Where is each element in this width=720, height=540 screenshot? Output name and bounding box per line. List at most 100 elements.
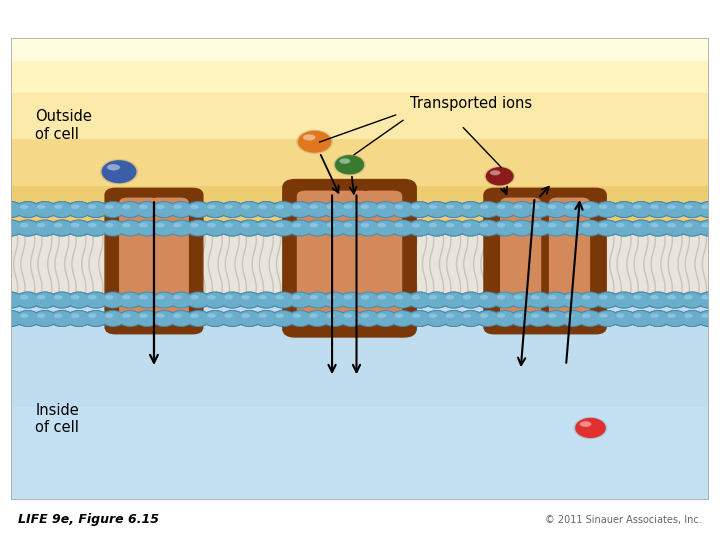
- Ellipse shape: [480, 223, 488, 227]
- Ellipse shape: [377, 295, 386, 300]
- Ellipse shape: [613, 293, 635, 307]
- Ellipse shape: [391, 311, 414, 326]
- Ellipse shape: [698, 311, 720, 326]
- Ellipse shape: [475, 292, 500, 308]
- Ellipse shape: [323, 202, 346, 217]
- Ellipse shape: [599, 223, 608, 227]
- Ellipse shape: [630, 293, 652, 307]
- Ellipse shape: [310, 295, 318, 300]
- Ellipse shape: [3, 313, 12, 318]
- Ellipse shape: [153, 293, 176, 307]
- Ellipse shape: [492, 310, 518, 327]
- Ellipse shape: [595, 311, 618, 326]
- Ellipse shape: [477, 220, 499, 235]
- FancyBboxPatch shape: [119, 198, 158, 324]
- Ellipse shape: [50, 311, 73, 326]
- Ellipse shape: [458, 292, 484, 308]
- Ellipse shape: [377, 223, 386, 227]
- Ellipse shape: [151, 310, 177, 327]
- Ellipse shape: [391, 293, 414, 307]
- Ellipse shape: [458, 220, 484, 237]
- Ellipse shape: [565, 295, 574, 300]
- Ellipse shape: [633, 295, 642, 300]
- Ellipse shape: [306, 311, 329, 326]
- Ellipse shape: [407, 220, 433, 237]
- Ellipse shape: [645, 292, 671, 308]
- Ellipse shape: [664, 311, 686, 326]
- Ellipse shape: [493, 202, 516, 217]
- Ellipse shape: [292, 313, 301, 318]
- Ellipse shape: [356, 292, 382, 308]
- Ellipse shape: [50, 311, 73, 326]
- Ellipse shape: [428, 295, 437, 300]
- Ellipse shape: [187, 220, 210, 235]
- Ellipse shape: [117, 201, 143, 218]
- Ellipse shape: [271, 310, 296, 327]
- Ellipse shape: [170, 220, 192, 235]
- Ellipse shape: [477, 202, 499, 217]
- Ellipse shape: [613, 220, 635, 235]
- Ellipse shape: [408, 220, 431, 235]
- Ellipse shape: [32, 292, 58, 308]
- Ellipse shape: [684, 295, 693, 300]
- FancyBboxPatch shape: [484, 188, 606, 334]
- Ellipse shape: [492, 310, 518, 327]
- Ellipse shape: [236, 201, 262, 218]
- Ellipse shape: [684, 313, 693, 318]
- Ellipse shape: [528, 202, 550, 217]
- Ellipse shape: [190, 295, 199, 300]
- Ellipse shape: [85, 220, 107, 235]
- Ellipse shape: [303, 134, 315, 140]
- Ellipse shape: [647, 293, 670, 307]
- Ellipse shape: [373, 292, 398, 308]
- Ellipse shape: [306, 311, 329, 326]
- Ellipse shape: [100, 220, 126, 237]
- Ellipse shape: [85, 202, 107, 217]
- Ellipse shape: [616, 295, 625, 300]
- Ellipse shape: [579, 220, 601, 235]
- Ellipse shape: [236, 220, 262, 237]
- Ellipse shape: [514, 223, 523, 227]
- Ellipse shape: [497, 295, 505, 300]
- Ellipse shape: [701, 295, 710, 300]
- Ellipse shape: [531, 313, 539, 318]
- Ellipse shape: [645, 220, 671, 237]
- Ellipse shape: [156, 223, 165, 227]
- Ellipse shape: [477, 293, 499, 307]
- Bar: [11, 38, 709, 232]
- Ellipse shape: [168, 310, 194, 327]
- Ellipse shape: [310, 223, 318, 227]
- Ellipse shape: [305, 201, 330, 218]
- Ellipse shape: [562, 293, 584, 307]
- Ellipse shape: [684, 223, 693, 227]
- Ellipse shape: [83, 292, 109, 308]
- Ellipse shape: [117, 220, 143, 237]
- Ellipse shape: [548, 313, 557, 318]
- Ellipse shape: [616, 205, 625, 209]
- Ellipse shape: [377, 313, 386, 318]
- Ellipse shape: [306, 202, 329, 217]
- Ellipse shape: [258, 223, 267, 227]
- Ellipse shape: [66, 201, 91, 218]
- Ellipse shape: [629, 292, 654, 308]
- Ellipse shape: [287, 220, 313, 237]
- Ellipse shape: [238, 311, 261, 326]
- Ellipse shape: [412, 205, 420, 209]
- Ellipse shape: [361, 313, 369, 318]
- Ellipse shape: [326, 205, 335, 209]
- Ellipse shape: [531, 295, 539, 300]
- Ellipse shape: [458, 201, 484, 218]
- Ellipse shape: [664, 293, 686, 307]
- Ellipse shape: [424, 201, 449, 218]
- Ellipse shape: [151, 220, 177, 237]
- Ellipse shape: [424, 310, 449, 327]
- Ellipse shape: [100, 292, 126, 308]
- Ellipse shape: [100, 220, 126, 237]
- Ellipse shape: [493, 311, 516, 326]
- Ellipse shape: [680, 201, 705, 218]
- Ellipse shape: [34, 311, 56, 326]
- Ellipse shape: [408, 293, 431, 307]
- Ellipse shape: [49, 201, 75, 218]
- Ellipse shape: [562, 202, 584, 217]
- Ellipse shape: [0, 220, 24, 237]
